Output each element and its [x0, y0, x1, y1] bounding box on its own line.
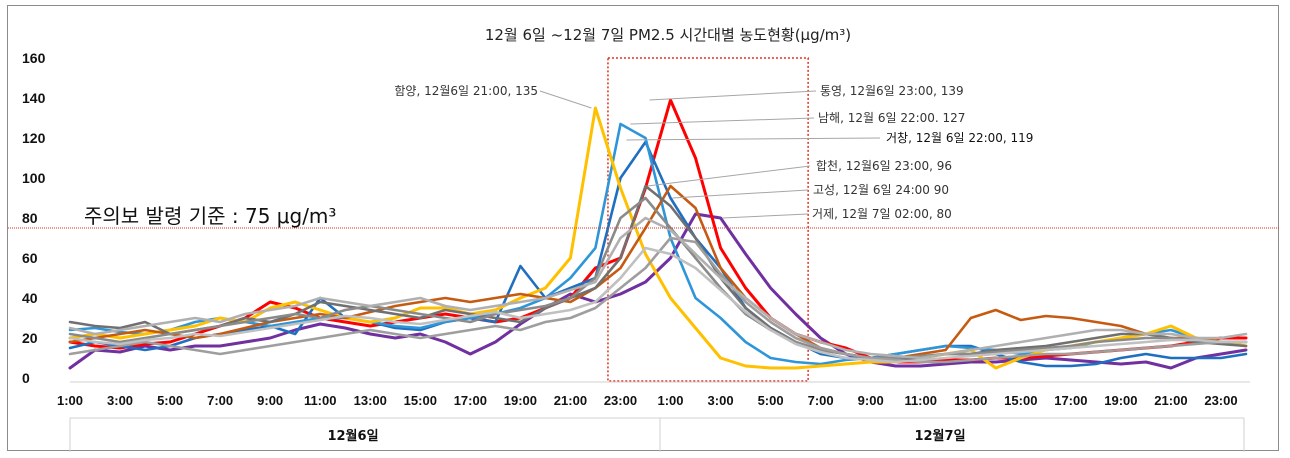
- y-tick-label: 140: [22, 90, 46, 106]
- x-tick-label: 1:00: [57, 393, 83, 408]
- annotation-label: 고성, 12월 6일 24:00 90: [813, 183, 949, 197]
- annotation-label: 합천, 12월6일 23:00, 96: [816, 158, 952, 173]
- series-line: [68, 236, 1248, 364]
- x-tick-label: 15:00: [404, 393, 437, 408]
- x-tick-label: 3:00: [107, 393, 133, 408]
- x-tick-label: 21:00: [1154, 393, 1187, 408]
- x-tick-label: 19:00: [1104, 393, 1137, 408]
- x-tick-label: 11:00: [904, 393, 937, 408]
- y-tick-label: 160: [22, 50, 46, 66]
- day-label: 12월6일: [327, 428, 378, 444]
- day-label: 12월7일: [914, 428, 965, 444]
- x-tick-label: 13:00: [354, 393, 387, 408]
- x-tick-label: 9:00: [858, 393, 884, 408]
- annotation-label: 거창, 12월 6일 22:00, 119: [886, 131, 1033, 145]
- y-tick-label: 100: [22, 170, 46, 186]
- x-tick-label: 23:00: [604, 393, 637, 408]
- chart-title: 12월 6일 ~12월 7일 PM2.5 시간대별 농도현황(μg/m³): [485, 26, 851, 44]
- y-tick-label: 20: [22, 330, 38, 346]
- annotation-leader-line: [539, 90, 592, 109]
- y-tick-label: 80: [22, 210, 38, 226]
- x-tick-label: 9:00: [257, 393, 283, 408]
- annotation-label: 남해, 12월 6일 22:00. 127: [818, 111, 965, 125]
- x-tick-label: 1:00: [657, 393, 683, 408]
- x-tick-label: 5:00: [758, 393, 784, 408]
- annotation-label: 통영, 12월6일 23:00, 139: [820, 84, 964, 98]
- x-tick-label: 17:00: [1054, 393, 1087, 408]
- x-tick-label: 19:00: [504, 393, 537, 408]
- y-tick-label: 40: [22, 290, 38, 306]
- series-line: [68, 246, 1248, 364]
- series-line: [68, 98, 1248, 364]
- threshold-label: 주의보 발령 기준 : 75 μg/m³: [84, 204, 336, 228]
- pm25-line-chart: 12월 6일 ~12월 7일 PM2.5 시간대별 농도현황(μg/m³) 0 2…: [8, 26, 1280, 452]
- annotation-leader-line: [630, 117, 815, 125]
- x-tick-label: 3:00: [708, 393, 734, 408]
- annotation-leader-line: [647, 165, 811, 187]
- series-line: [68, 140, 1248, 368]
- x-tick-label: 23:00: [1204, 393, 1237, 408]
- x-tick-label: 7:00: [808, 393, 834, 408]
- y-tick-label: 60: [22, 250, 38, 266]
- y-tick-label: 0: [22, 370, 30, 386]
- annotation-leader-line: [649, 90, 817, 101]
- series-line: [68, 196, 1248, 360]
- annotation-label: 함양, 12월6일 21:00, 135: [394, 84, 538, 98]
- x-tick-label: 5:00: [157, 393, 183, 408]
- annotation-leader-line: [672, 189, 809, 199]
- x-tick-label: 15:00: [1004, 393, 1037, 408]
- annotation-leader-line: [626, 137, 881, 141]
- series-line: [68, 184, 1248, 360]
- chart-frame: 12월 6일 ~12월 7일 PM2.5 시간대별 농도현황(μg/m³) 0 2…: [7, 5, 1280, 452]
- series-line: [68, 184, 1248, 362]
- y-tick-label: 120: [22, 130, 46, 146]
- x-tick-label: 13:00: [954, 393, 987, 408]
- annotation-label: 거제, 12월 7일 02:00, 80: [812, 207, 952, 221]
- x-tick-label: 7:00: [207, 393, 233, 408]
- highlight-box: [607, 57, 809, 382]
- series-line: [68, 212, 1248, 370]
- x-tick-label: 17:00: [454, 393, 487, 408]
- x-tick-label: 11:00: [304, 393, 337, 408]
- annotation-leader-line: [722, 213, 809, 219]
- x-tick-label: 21:00: [554, 393, 587, 408]
- series-line: [68, 216, 1248, 360]
